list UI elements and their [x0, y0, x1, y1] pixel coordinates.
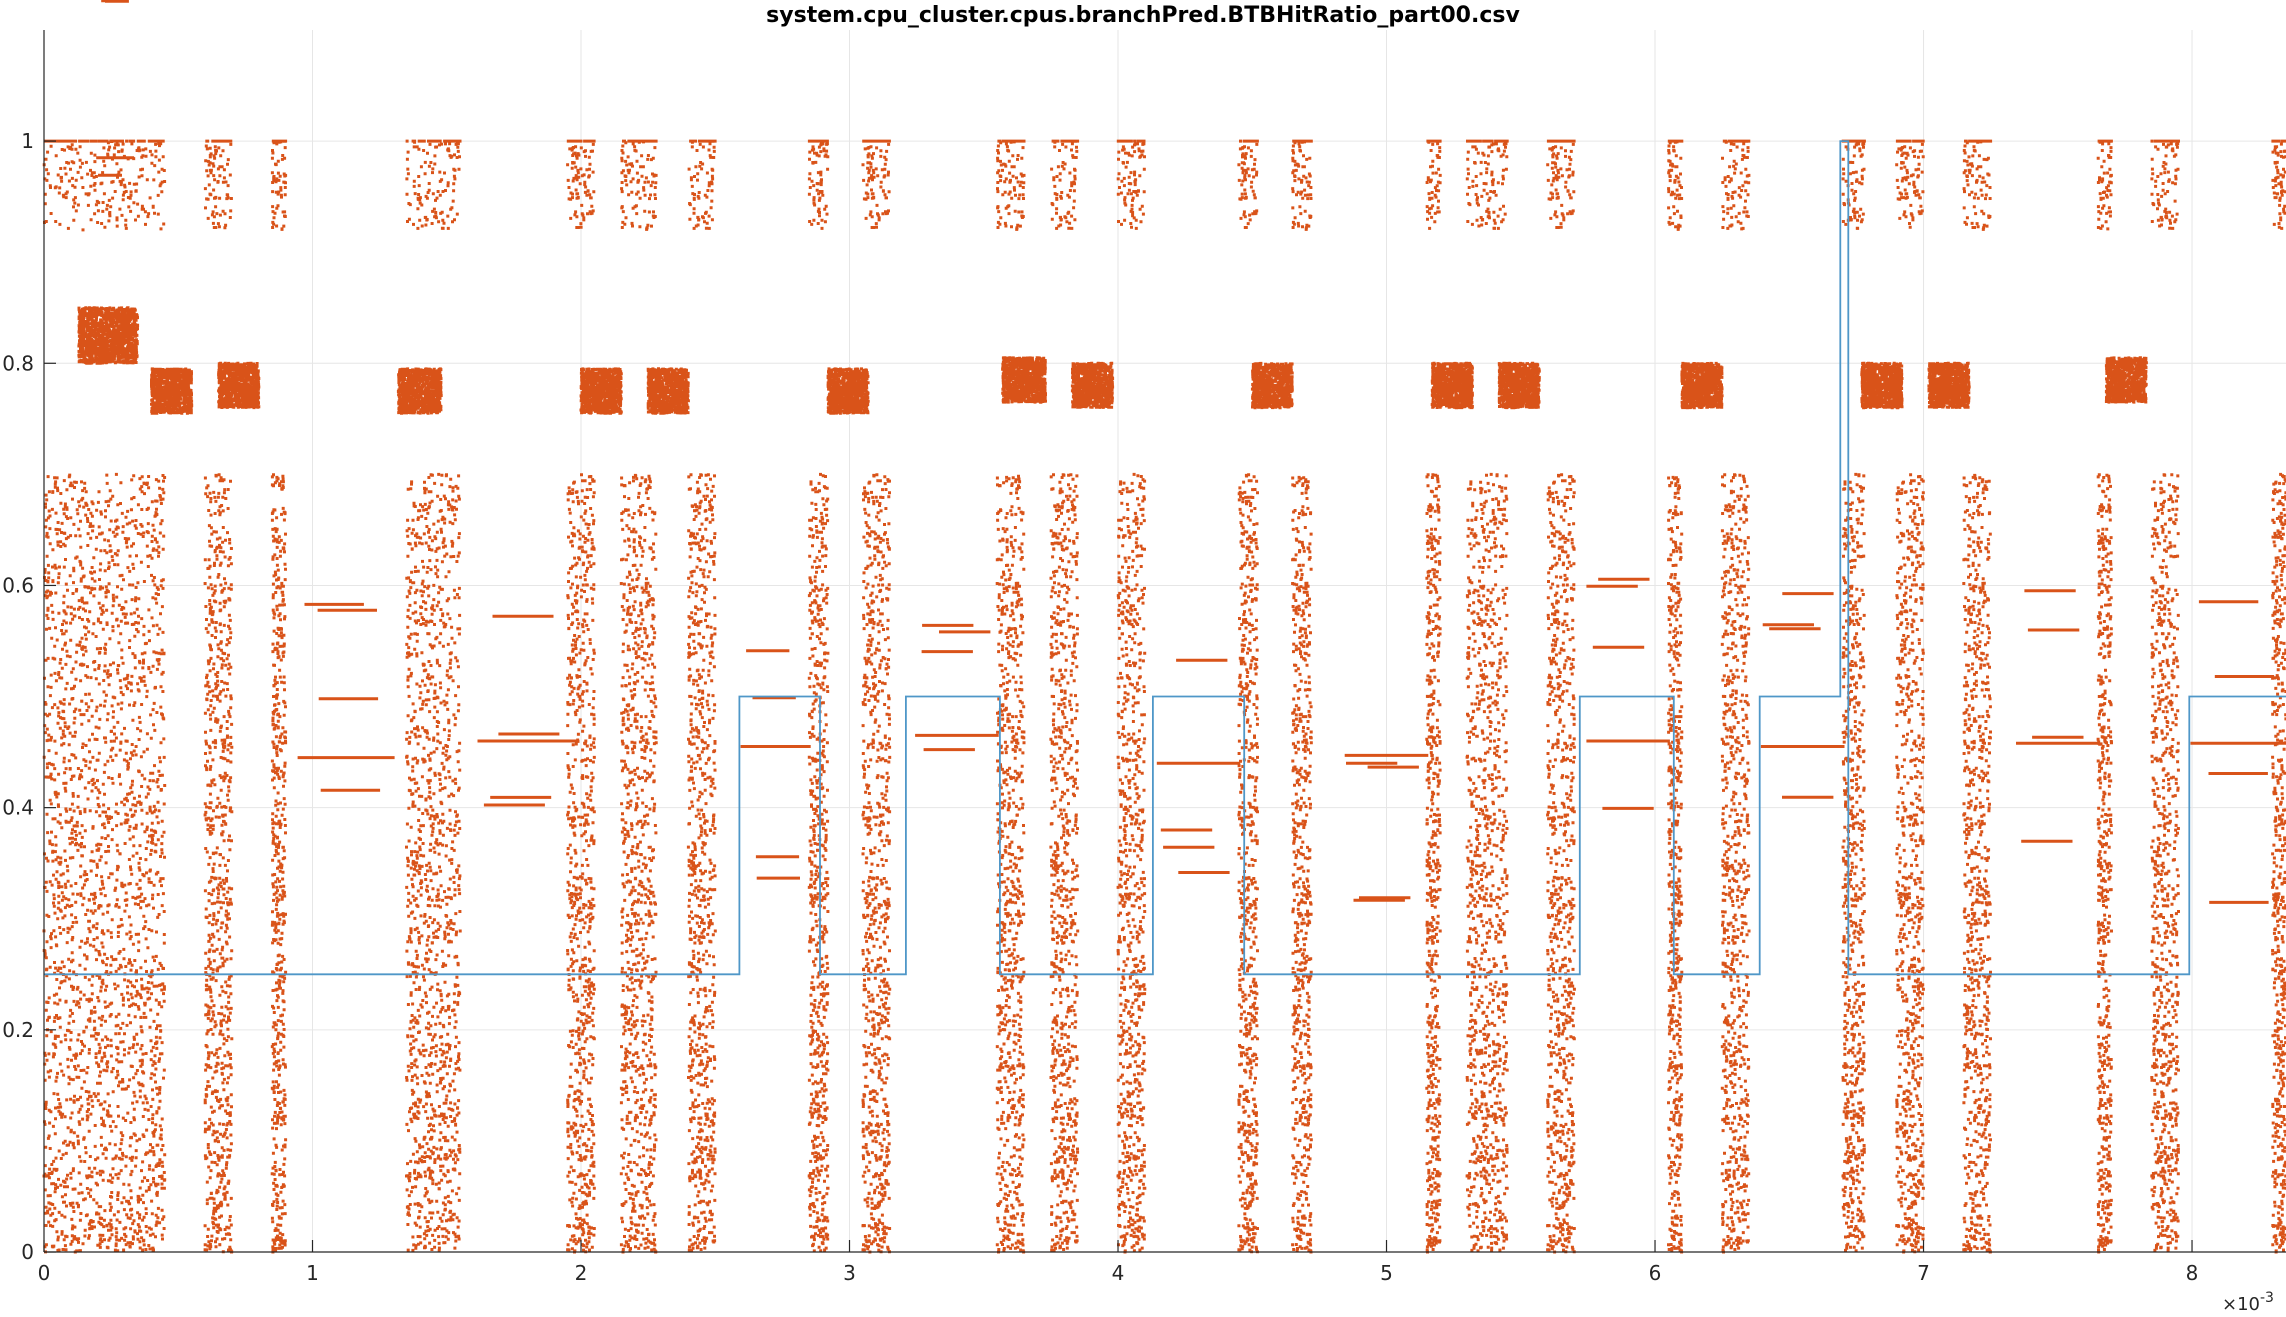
x-tick-label: 6	[1649, 1261, 1662, 1285]
y-tick-label: 0	[21, 1240, 34, 1264]
x-exponent-power: -3	[2260, 1290, 2274, 1306]
scatter-points	[42, 0, 2286, 1254]
x-tick-label: 3	[843, 1261, 856, 1285]
axes	[43, 30, 2286, 1253]
step-series	[44, 140, 2286, 976]
x-exponent-label: ×10-3	[2222, 1290, 2274, 1315]
chart-title: system.cpu_cluster.cpus.branchPred.BTBHi…	[766, 3, 1520, 28]
x-tick-label: 8	[2186, 1261, 2199, 1285]
step-line	[44, 140, 2286, 976]
scatter-series	[42, 0, 2286, 1254]
x-tick-label: 7	[1917, 1261, 1930, 1285]
x-tick-label: 4	[1112, 1261, 1125, 1285]
y-tick-label: 0.6	[2, 573, 34, 597]
x-tick-label: 5	[1380, 1261, 1393, 1285]
x-tick-label: 0	[38, 1261, 51, 1285]
y-tick-label: 0.2	[2, 1018, 34, 1042]
y-tick-label: 0.8	[2, 351, 34, 375]
y-tick-label: 0.4	[2, 796, 34, 820]
x-tick-label: 2	[575, 1261, 588, 1285]
x-exponent-base: ×10	[2222, 1294, 2260, 1315]
x-tick-label: 1	[306, 1261, 319, 1285]
y-tick-label: 1	[21, 129, 34, 153]
tick-labels: 0 1 2 3 4 5 6 7 8 0 0.2 0.4 0.6 0.8 1	[2, 129, 2198, 1285]
